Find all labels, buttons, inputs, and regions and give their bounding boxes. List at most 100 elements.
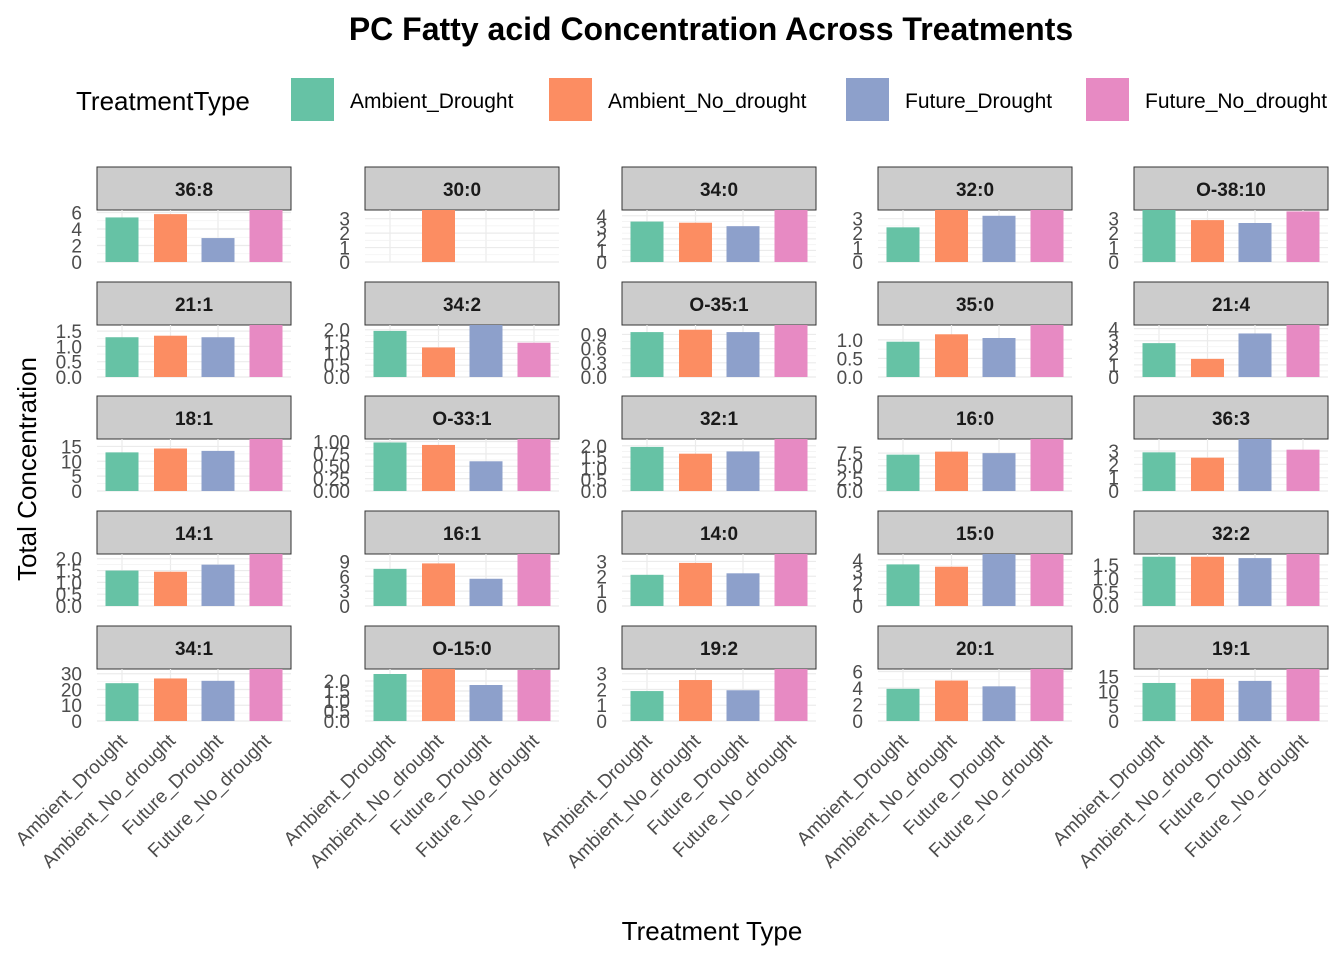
bar [1238, 680, 1272, 721]
bar [982, 215, 1016, 262]
y-tick-label: 1.0 [324, 344, 350, 365]
bar [935, 566, 968, 606]
facet-strip [1133, 625, 1329, 670]
y-tick-label: 0.0 [837, 368, 863, 389]
facet-strip-label: O-15:0 [432, 639, 491, 660]
y-tick-label: 5 [71, 467, 82, 488]
y-tick-label: 3 [852, 210, 863, 231]
y-tick-label: 1.5 [56, 562, 82, 583]
y-tick-label: 1 [1108, 239, 1119, 260]
y-tick-label: 0 [339, 253, 350, 274]
bar [249, 554, 283, 606]
y-tick-label: 1.0 [56, 573, 82, 594]
bar [679, 222, 712, 262]
bar [422, 669, 455, 721]
bar [1142, 556, 1176, 606]
facet-strip [877, 625, 1073, 670]
facet-strip-label: 15:0 [956, 524, 994, 545]
bar [249, 210, 283, 262]
facet-strip-label: O-33:1 [432, 409, 492, 430]
bar [1238, 223, 1272, 262]
bar [726, 451, 760, 491]
bar [517, 439, 551, 491]
facet-strip [621, 281, 817, 326]
legend-swatch [291, 78, 334, 121]
y-tick-label: 3 [852, 562, 863, 583]
facet-strip [96, 281, 292, 326]
y-tick-label: 2 [852, 695, 863, 716]
bar [469, 461, 503, 491]
facet-strip-label: 19:1 [1212, 639, 1250, 660]
bar [1030, 439, 1064, 491]
facet-panel: 21:1 0.00.51.01.5 [56, 281, 292, 389]
facet-strip [877, 281, 1073, 326]
legend-label: Future_Drought [905, 90, 1052, 113]
y-tick-label: 1 [852, 585, 863, 606]
y-tick-label: 0.0 [1093, 597, 1119, 618]
y-tick-label: 0.0 [56, 597, 82, 618]
bar [679, 680, 712, 721]
y-tick-label: 2 [339, 224, 350, 245]
bar [469, 325, 503, 377]
bar [1030, 669, 1064, 721]
y-tick-label: 0 [596, 597, 607, 618]
bar [201, 238, 235, 262]
bar [154, 678, 187, 721]
x-axis-title: Treatment Type [622, 916, 803, 946]
y-tick-label: 0.75 [313, 445, 350, 466]
facet-strip [1133, 166, 1329, 211]
facet-strip-label: O-35:1 [689, 295, 749, 316]
bar [1142, 682, 1176, 721]
legend-swatch [1086, 78, 1129, 121]
bar [154, 214, 187, 262]
y-tick-label: 4 [71, 220, 82, 241]
facet-strip [96, 166, 292, 211]
y-tick-label: 1.5 [1093, 556, 1119, 577]
y-tick-label: 2 [596, 680, 607, 701]
facet-strip [877, 510, 1073, 555]
y-tick-label: 0 [1108, 253, 1119, 274]
bar [517, 670, 551, 721]
bar [886, 227, 920, 262]
y-tick-label: 0.0 [56, 368, 82, 389]
y-tick-label: 0.0 [324, 712, 350, 733]
y-tick-label: 1.0 [581, 459, 607, 480]
facet-strip [96, 395, 292, 440]
facet-strip [877, 166, 1073, 211]
bar [105, 570, 139, 606]
bar [1191, 457, 1224, 491]
y-tick-label: 1.0 [1093, 570, 1119, 591]
bar [1191, 358, 1224, 377]
y-tick-label: 1.5 [324, 333, 350, 354]
y-tick-label: 1 [852, 239, 863, 260]
bar [679, 562, 712, 606]
facet-panel: 35:0 0.00.51.0 [837, 281, 1073, 389]
facet-strip [1133, 281, 1329, 326]
bar [886, 454, 920, 491]
y-tick-label: 0.5 [837, 349, 863, 370]
facet-strip-label: 20:1 [956, 639, 994, 660]
y-tick-label: 3 [596, 665, 607, 686]
bar [982, 686, 1016, 721]
bar [726, 226, 760, 262]
bar [517, 342, 551, 377]
y-tick-label: 3 [339, 210, 350, 231]
y-tick-label: 0 [71, 482, 82, 503]
bar [105, 337, 139, 377]
facet-panels: 36:8024630:0012334:00123432:00123O-38:10… [56, 166, 1329, 733]
facet-strip [1133, 510, 1329, 555]
facet-strip-label: 18:1 [175, 409, 213, 430]
y-tick-label: 0 [596, 712, 607, 733]
y-tick-label: 0 [339, 597, 350, 618]
y-tick-label: 1.0 [324, 692, 350, 713]
bar [1286, 325, 1320, 377]
bar [886, 564, 920, 606]
facet-strip [96, 510, 292, 555]
y-tick-label: 0.0 [837, 482, 863, 503]
